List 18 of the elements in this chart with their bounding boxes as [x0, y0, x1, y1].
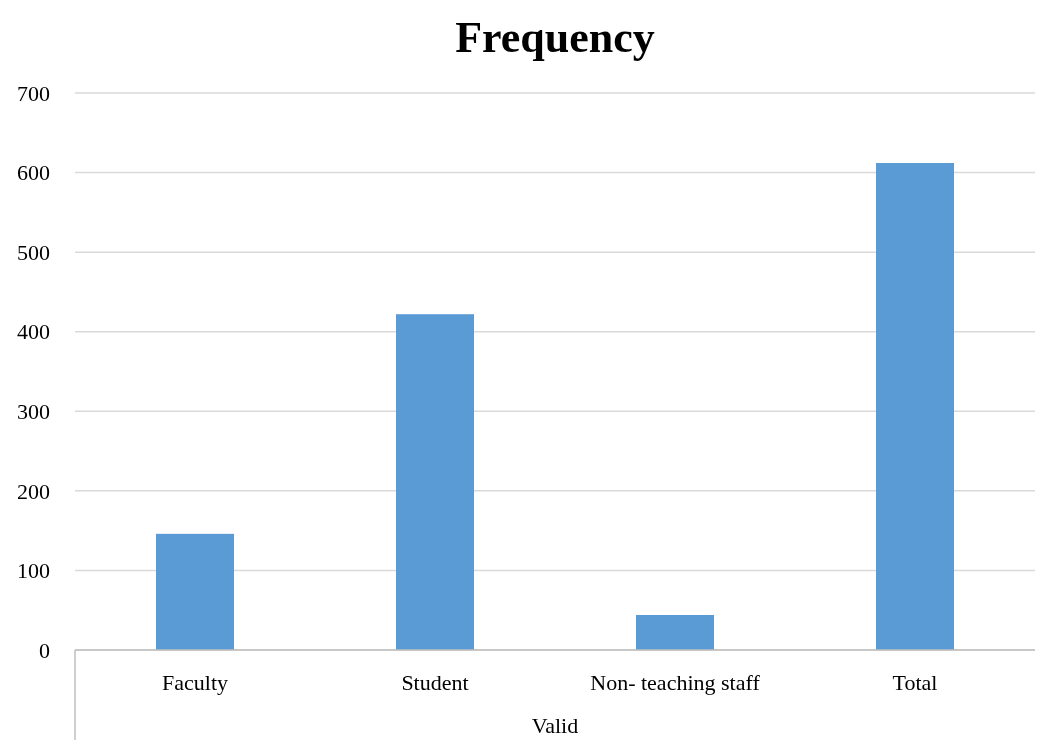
y-tick-label: 300 — [17, 398, 50, 424]
x-tick-label: Non- teaching staff — [590, 670, 761, 695]
y-tick-label: 0 — [39, 637, 50, 663]
bar — [636, 614, 714, 650]
bar — [876, 163, 954, 650]
y-tick-label: 700 — [17, 80, 50, 106]
chart-title: Frequency — [455, 13, 655, 62]
y-tick-label: 600 — [17, 160, 50, 186]
y-tick-label: 500 — [17, 239, 50, 265]
y-tick-label: 200 — [17, 478, 50, 504]
x-tick-label: Faculty — [162, 670, 228, 695]
x-axis-title: Valid — [531, 713, 579, 738]
y-tick-label: 400 — [17, 319, 50, 345]
y-tick-label: 100 — [17, 558, 50, 584]
bar — [156, 533, 234, 650]
x-tick-label: Total — [892, 670, 938, 695]
bar — [396, 314, 474, 650]
x-tick-label: Student — [401, 670, 469, 695]
